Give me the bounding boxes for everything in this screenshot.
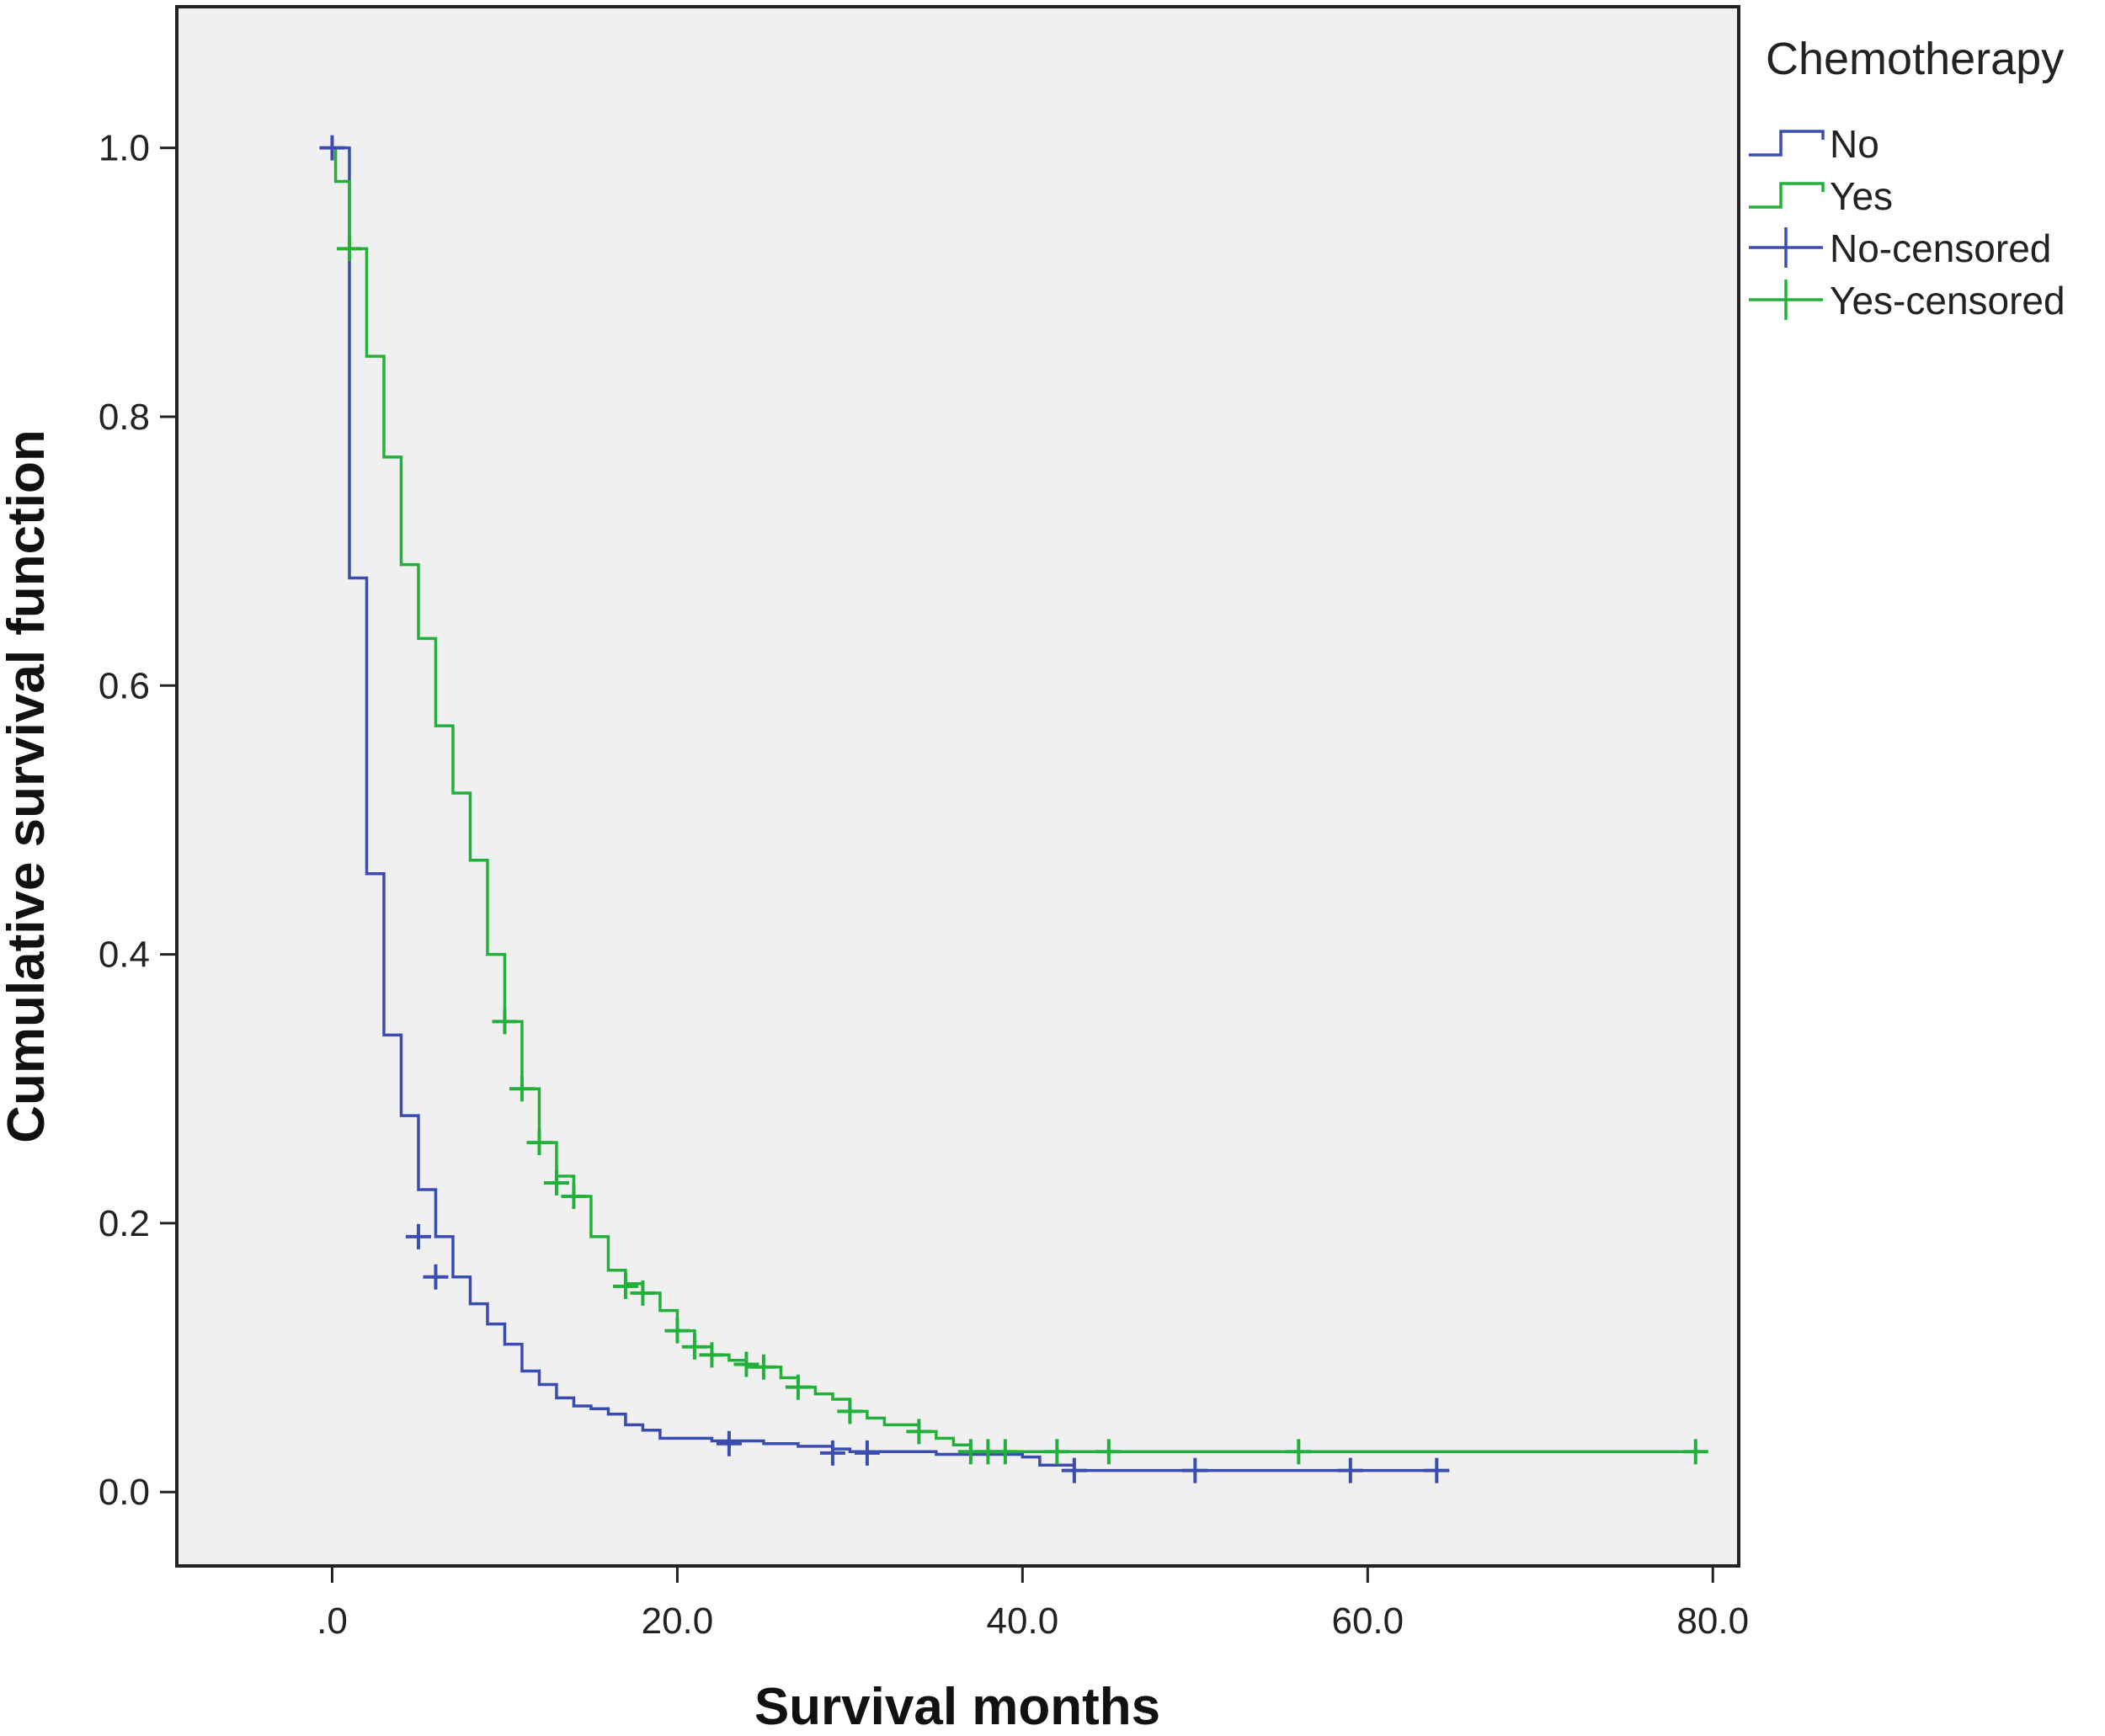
censor-mark-no bbox=[1061, 1457, 1087, 1483]
censor-mark-yes bbox=[785, 1374, 811, 1400]
censor-mark-no bbox=[1182, 1457, 1208, 1483]
y-tick-label: 0.6 bbox=[99, 665, 150, 706]
y-tick-label: 0.8 bbox=[99, 397, 150, 438]
x-tick-label: 20.0 bbox=[642, 1600, 714, 1642]
censor-mark-no bbox=[405, 1223, 431, 1249]
censor-mark-yes bbox=[750, 1354, 776, 1380]
legend-item: Yes bbox=[1749, 174, 1893, 218]
censor-mark-no bbox=[716, 1430, 742, 1456]
censor-mark-yes bbox=[681, 1334, 707, 1360]
x-tick-label: 80.0 bbox=[1676, 1600, 1749, 1642]
censor-mark-yes bbox=[733, 1351, 759, 1377]
x-tick-label: .0 bbox=[317, 1600, 348, 1642]
legend-label: Yes-censored bbox=[1830, 279, 2065, 322]
survival-step-line-no bbox=[332, 146, 1446, 1472]
censor-mark-yes bbox=[561, 1183, 587, 1209]
series-layer bbox=[332, 146, 1705, 1472]
legend-swatch-step bbox=[1749, 182, 1825, 209]
legend-label: No bbox=[1830, 122, 1879, 166]
y-tick-label: 0.2 bbox=[99, 1203, 150, 1244]
plot-area-background bbox=[175, 5, 1740, 1568]
legend-item: No-censored bbox=[1749, 226, 2051, 270]
y-tick-label: 1.0 bbox=[99, 128, 150, 169]
y-axis-title: Cumulative survival function bbox=[0, 429, 56, 1143]
censor-mark-yes bbox=[699, 1342, 725, 1368]
censor-mark-yes bbox=[1286, 1439, 1312, 1465]
legend-label: No-censored bbox=[1830, 226, 2051, 270]
censor-mark-yes bbox=[492, 1009, 518, 1035]
x-axis: .0 20.0 40.0 60.0 80.0 bbox=[317, 1566, 1749, 1642]
legend-item: No bbox=[1749, 122, 1879, 166]
legend-swatch-step bbox=[1749, 130, 1825, 157]
censor-layer bbox=[319, 135, 1708, 1483]
censor-mark-no bbox=[1424, 1457, 1450, 1483]
censor-mark-yes bbox=[543, 1169, 569, 1195]
censor-mark-yes bbox=[906, 1419, 932, 1445]
censor-mark-no bbox=[1337, 1457, 1363, 1483]
censor-mark-yes bbox=[509, 1076, 535, 1102]
x-tick-label: 60.0 bbox=[1331, 1600, 1404, 1642]
legend-label: Yes bbox=[1830, 174, 1893, 218]
legend: Chemotherapy No Yes No-censored Yes-censore… bbox=[1749, 34, 2065, 322]
censor-mark-yes bbox=[1095, 1439, 1122, 1465]
y-tick-label: 0.4 bbox=[99, 935, 150, 976]
censor-mark-yes bbox=[526, 1130, 552, 1156]
censor-mark-yes bbox=[336, 236, 362, 262]
censor-mark-no bbox=[819, 1440, 845, 1466]
legend-swatch-censor bbox=[1749, 280, 1823, 320]
legend-item: Yes-censored bbox=[1749, 279, 2065, 322]
x-tick-label: 40.0 bbox=[987, 1600, 1059, 1642]
y-tick-label: 0.0 bbox=[99, 1472, 150, 1513]
censor-mark-yes bbox=[1044, 1439, 1070, 1465]
y-axis: 0.0 0.2 0.4 0.6 0.8 1.0 bbox=[99, 128, 177, 1513]
x-axis-title: Survival months bbox=[754, 1678, 1160, 1736]
censor-mark-no bbox=[854, 1440, 880, 1466]
censor-mark-yes bbox=[630, 1280, 656, 1306]
legend-title: Chemotherapy bbox=[1766, 34, 2064, 84]
censor-mark-no bbox=[319, 135, 345, 161]
censor-mark-yes bbox=[837, 1398, 863, 1424]
censor-mark-yes bbox=[1682, 1439, 1708, 1465]
censor-mark-no bbox=[423, 1264, 449, 1290]
censor-mark-yes bbox=[612, 1273, 638, 1299]
survival-step-line-yes bbox=[332, 146, 1705, 1454]
legend-swatch-censor bbox=[1749, 227, 1823, 268]
censor-mark-yes bbox=[992, 1439, 1018, 1465]
censor-mark-yes bbox=[664, 1318, 690, 1344]
